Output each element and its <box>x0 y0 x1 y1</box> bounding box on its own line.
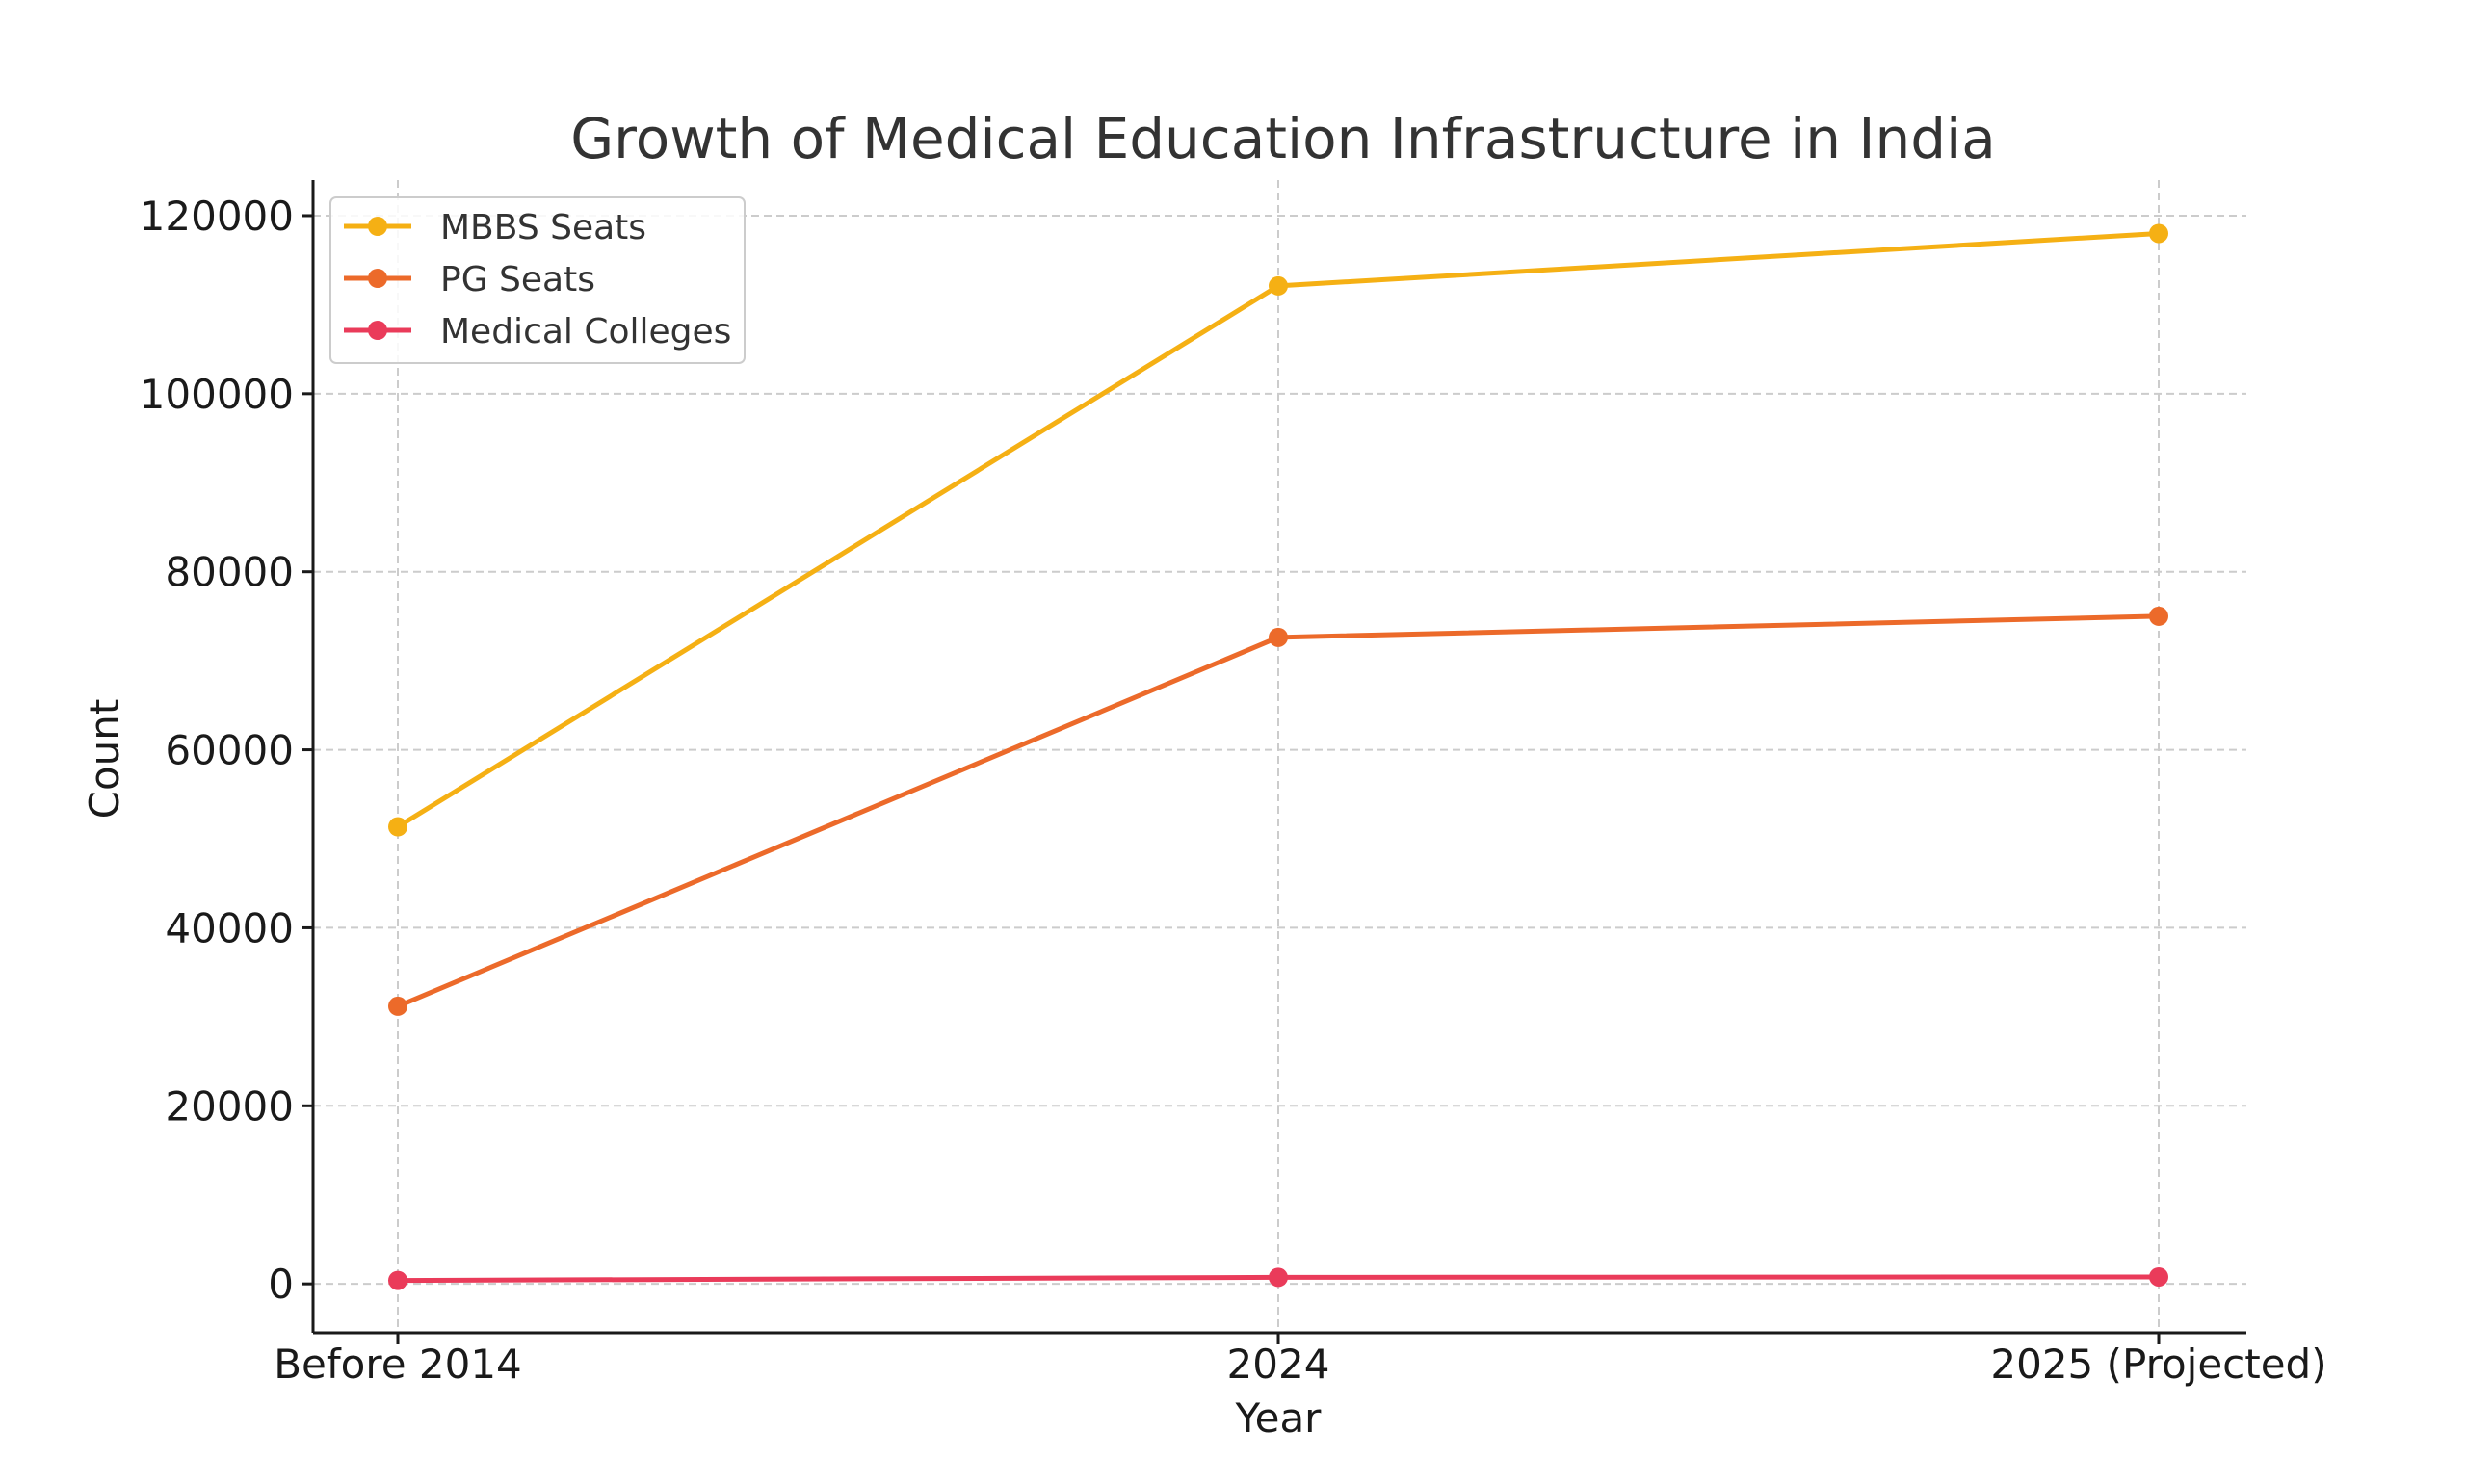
legend-swatch-marker <box>368 269 387 288</box>
x-tick-label: 2024 <box>1227 1341 1330 1388</box>
y-tick-label: 40000 <box>165 904 294 951</box>
y-tick-label: 60000 <box>165 727 294 774</box>
legend-item: MBBS Seats <box>344 208 646 247</box>
legend-label: PG Seats <box>440 260 595 299</box>
y-tick-label: 100000 <box>140 371 294 418</box>
legend-item: Medical Colleges <box>344 312 731 351</box>
data-point-pg-seats <box>388 996 407 1016</box>
axes-layer: 0 20000 40000 60000 80000 100000 120000 Before … <box>140 180 2327 1388</box>
x-axis-label: Year <box>1235 1394 1323 1442</box>
y-tick-label: 120000 <box>140 193 294 240</box>
chart-title: Growth of Medical Education Infrastructu… <box>570 106 1996 171</box>
legend: MBBS Seats PG Seats Medical Colleges <box>329 196 746 364</box>
data-point-pg-seats <box>1269 627 1288 647</box>
data-point-mbbs-seats <box>1269 275 1288 296</box>
data-point-mbbs-seats <box>2149 223 2168 244</box>
legend-label: Medical Colleges <box>440 312 731 351</box>
data-point-mbbs-seats <box>388 817 407 837</box>
data-point-medical-colleges <box>2149 1266 2168 1287</box>
legend-item: PG Seats <box>344 260 595 299</box>
data-point-medical-colleges <box>1269 1267 1288 1288</box>
legend-label: MBBS Seats <box>440 208 646 247</box>
y-tick-label: 80000 <box>165 549 294 596</box>
series-layer <box>388 223 2168 1290</box>
y-tick-label: 0 <box>268 1261 294 1308</box>
legend-swatch-marker <box>368 321 387 340</box>
legend-box <box>329 196 746 364</box>
legend-swatch-marker <box>368 217 387 236</box>
y-axis-label: Count <box>81 699 128 820</box>
data-point-medical-colleges <box>388 1270 407 1290</box>
x-tick-label: 2025 (Projected) <box>1990 1341 2326 1388</box>
data-point-pg-seats <box>2149 606 2168 626</box>
y-tick-label: 20000 <box>165 1082 294 1130</box>
x-tick-label: Before 2014 <box>274 1341 522 1388</box>
